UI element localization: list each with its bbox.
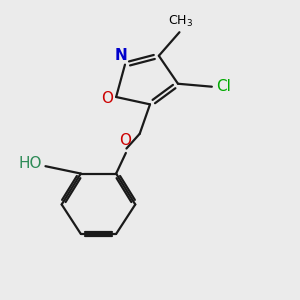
Text: CH$_3$: CH$_3$ [168,14,194,29]
Text: Cl: Cl [216,79,231,94]
Text: N: N [114,48,127,63]
Text: O: O [101,91,113,106]
Text: HO: HO [18,156,42,171]
Text: O: O [119,133,131,148]
